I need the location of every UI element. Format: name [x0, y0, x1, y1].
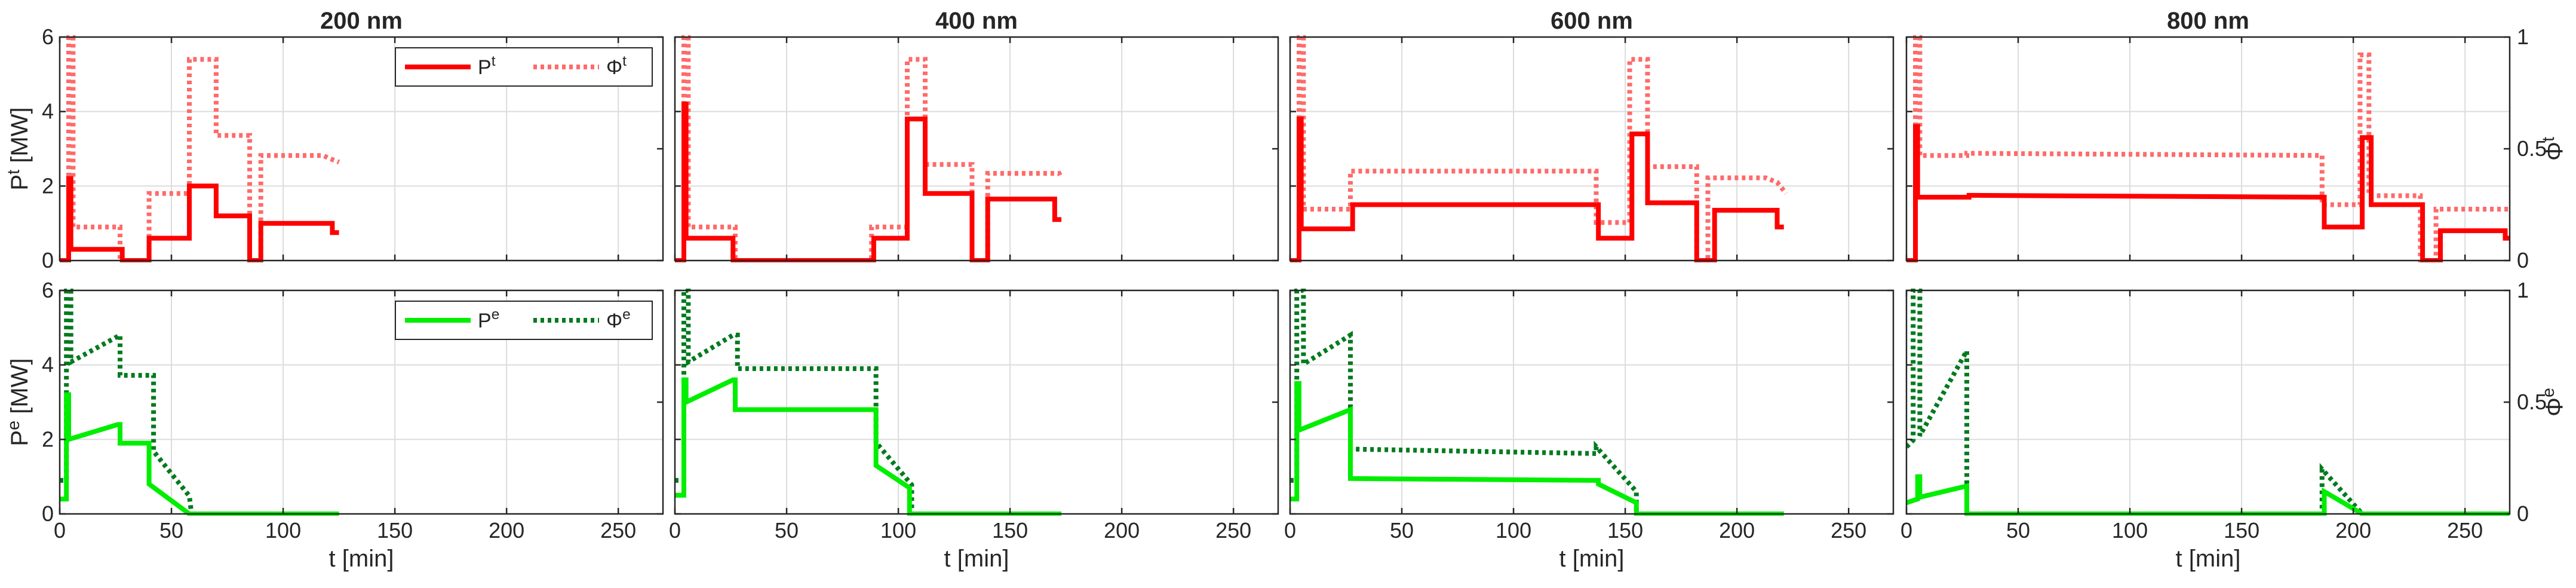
series-line-electric-fraction: [675, 289, 914, 514]
x-axis-label: t [min]: [1559, 546, 1625, 572]
panel-electric-1: 0 50 100 150 200 250 0 2 4 6 t [min] Pe Φe: [42, 278, 664, 572]
panel-title: 400 nm: [935, 8, 1018, 34]
y-tick-label-right: 0.5: [2517, 136, 2547, 161]
x-tick-label: 200: [489, 518, 524, 543]
series-line-thermal-fraction: [1906, 35, 2510, 262]
series-line-electric-power: [675, 377, 1062, 516]
panel-thermal-2: 400 nm: [674, 8, 1279, 262]
y-tick-label-right: 0: [2517, 501, 2529, 526]
series-line-electric-power: [1290, 381, 1784, 516]
y-axis-label-left: Pt [MW]: [4, 107, 33, 190]
x-tick-label: 200: [1104, 518, 1140, 543]
x-tick-label: 50: [1390, 518, 1414, 543]
panel-electric-3: 0 50 100 150 200 250 t [min]: [1284, 289, 1895, 572]
x-tick-label: 0: [1284, 518, 1296, 543]
x-tick-label: 50: [775, 518, 799, 543]
series-line-electric-fraction: [1290, 289, 1639, 514]
panel-thermal-1: 0 2 4 6 200 nm Pt Φt: [42, 8, 664, 272]
legend-label-2: Φt: [606, 53, 627, 79]
axis-frame: [1905, 289, 2511, 515]
axis-frame: [674, 289, 1279, 515]
x-tick-label: 50: [2006, 518, 2030, 543]
panel-title: 200 nm: [320, 8, 403, 34]
x-tick-label: 150: [377, 518, 413, 543]
y-tick-label-right: 0: [2517, 248, 2529, 272]
y-tick-label-left: 6: [42, 24, 54, 49]
x-tick-label: 50: [159, 518, 183, 543]
panel-electric-2: 0 50 100 150 200 250 t [min]: [669, 289, 1279, 572]
axis-frame: [674, 36, 1279, 262]
panel-title: 600 nm: [1550, 8, 1633, 34]
x-tick-label: 150: [2224, 518, 2259, 543]
legend-box: [395, 47, 653, 87]
panel-thermal-3: 600 nm: [1289, 8, 1895, 262]
series-line-thermal-fraction: [1290, 35, 1788, 262]
x-tick-label: 0: [1900, 518, 1912, 543]
x-tick-label: 100: [2112, 518, 2148, 543]
y-axis-label-left: Pe [MW]: [4, 358, 33, 446]
x-tick-label: 250: [1215, 518, 1251, 543]
y-axis-label-right: Φe: [2539, 388, 2568, 416]
series-line-electric-fraction: [60, 289, 194, 514]
y-axis-label-right: Φt: [2539, 137, 2568, 161]
y-tick-label-right: 0.5: [2517, 390, 2547, 414]
legend-label-1: Pt: [478, 53, 496, 79]
series-line-electric-power: [60, 392, 339, 516]
y-tick-label-left: 0: [42, 501, 54, 526]
x-tick-label: 200: [1719, 518, 1755, 543]
x-axis-label: t [min]: [2176, 546, 2241, 572]
series-line-thermal-power: [1290, 117, 1784, 262]
panel-electric-4: 0 50 100 150 200 250 0 0.5 1 t [min]: [1900, 278, 2547, 572]
y-tick-label-right: 1: [2517, 24, 2529, 49]
panel-thermal-4: 0 0.5 1 800 nm: [1905, 8, 2547, 272]
x-tick-label: 0: [54, 518, 66, 543]
x-tick-label: 0: [669, 518, 681, 543]
axis-frame: [1289, 36, 1895, 262]
y-tick-label-left: 4: [42, 99, 54, 124]
series-line-thermal-power: [1906, 124, 2510, 262]
series-line-thermal-fraction: [60, 35, 340, 262]
x-tick-label: 200: [2335, 518, 2371, 543]
panel-title: 800 nm: [2167, 8, 2249, 34]
series-line-thermal-fraction: [675, 35, 1064, 262]
x-tick-label: 250: [1831, 518, 1866, 543]
series-line-thermal-power: [675, 102, 1062, 262]
y-tick-label-left: 4: [42, 353, 54, 377]
legend: Pt Φt: [395, 47, 653, 87]
x-tick-label: 100: [265, 518, 301, 543]
series-line-electric-fraction: [1906, 289, 2367, 516]
x-tick-label: 250: [600, 518, 636, 543]
x-tick-label: 250: [2447, 518, 2483, 543]
x-tick-label: 100: [1496, 518, 1531, 543]
x-tick-label: 150: [1607, 518, 1643, 543]
y-tick-label-left: 2: [42, 173, 54, 198]
y-tick-label-left: 2: [42, 427, 54, 451]
series-line-thermal-power: [60, 176, 339, 262]
series-line-electric-power: [1906, 474, 2510, 516]
x-tick-label: 150: [992, 518, 1028, 543]
legend-label-2: Φe: [606, 307, 631, 332]
y-tick-label-left: 6: [42, 278, 54, 302]
x-axis-label: t [min]: [944, 546, 1009, 572]
y-tick-label-left: 0: [42, 248, 54, 272]
legend-label-1: Pe: [478, 307, 499, 332]
x-axis-label: t [min]: [329, 546, 394, 572]
y-tick-label-right: 1: [2517, 278, 2529, 302]
legend: Pe Φe: [395, 301, 653, 340]
x-tick-label: 100: [880, 518, 916, 543]
